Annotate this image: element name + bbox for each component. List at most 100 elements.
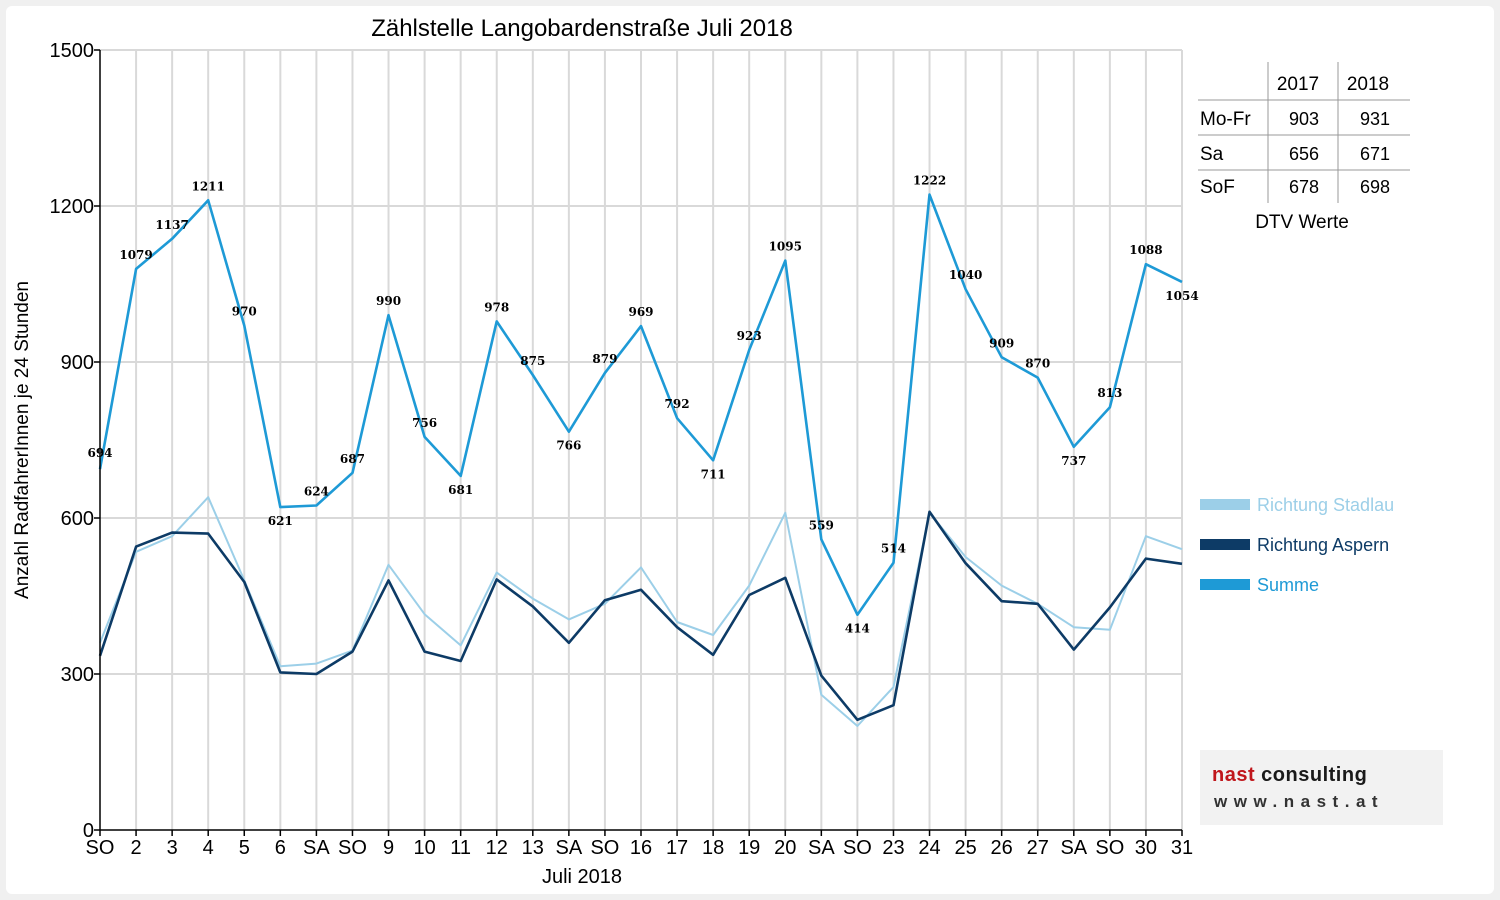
data-labels: 6941079113712119706216246879907566819788…	[87, 174, 1198, 636]
data-label: 1079	[119, 248, 152, 262]
data-label: 559	[809, 518, 834, 532]
x-tick-label: 23	[882, 837, 904, 859]
series-line-richtung-aspern	[98, 510, 1183, 722]
y-tick-label: 600	[61, 508, 94, 530]
series-line-summe	[98, 193, 1183, 617]
table-row-label: SoF	[1200, 177, 1235, 198]
x-tick-label: 25	[954, 837, 976, 859]
data-label: 711	[701, 467, 726, 481]
series-line-richtung-stadlau	[99, 496, 1183, 727]
company-logo: nast consulting www.nast.at	[1200, 750, 1443, 825]
table-cell: 656	[1289, 144, 1319, 164]
legend-label: Richtung Aspern	[1257, 535, 1389, 555]
data-label: 514	[881, 542, 906, 556]
y-tick-label: 900	[61, 352, 94, 374]
table-row-label: Mo-Fr	[1200, 109, 1251, 130]
x-axis-ticks: SO 2 3 4 5 6 SA SO 9 10 11 12 13 SA SO 16 17 18 19 20 SA SO 23…	[86, 830, 1193, 859]
table-header-2018: 2018	[1347, 74, 1389, 95]
table-cell: 931	[1360, 109, 1390, 129]
table-cell: 698	[1360, 177, 1390, 197]
table-cell: 678	[1289, 177, 1319, 197]
table-cell: 903	[1289, 109, 1319, 129]
y-axis-ticks: 0 300 600 900 1200 1500	[50, 40, 100, 842]
data-label: 969	[628, 305, 653, 319]
data-label: 1054	[1165, 289, 1198, 303]
data-label: 1095	[769, 240, 802, 254]
x-tick-label: SA	[808, 837, 835, 859]
data-label: 737	[1061, 454, 1086, 468]
logo-name: nast consulting	[1212, 764, 1367, 787]
data-label: 1088	[1129, 243, 1162, 257]
legend-swatch	[1200, 579, 1250, 590]
x-tick-label: 3	[167, 837, 178, 859]
data-label: 978	[484, 300, 509, 314]
logo-name-part-b: consulting	[1255, 764, 1368, 786]
x-tick-label: 4	[203, 837, 214, 859]
x-tick-label: 16	[630, 837, 652, 859]
data-label: 687	[340, 452, 365, 466]
data-label: 681	[448, 483, 473, 497]
table-caption: DTV Werte	[1255, 212, 1349, 233]
data-label: 766	[556, 439, 581, 453]
legend-label: Richtung Stadlau	[1257, 495, 1394, 515]
x-tick-label: 2	[131, 837, 142, 859]
x-tick-label: 5	[239, 837, 250, 859]
data-label: 813	[1097, 386, 1122, 400]
x-tick-label: SA	[303, 837, 330, 859]
data-label: 990	[376, 294, 401, 308]
data-label: 1222	[913, 174, 946, 188]
x-tick-label: 11	[450, 837, 471, 859]
logo-name-part-a: nast	[1212, 764, 1256, 786]
y-tick-label: 1500	[50, 40, 95, 62]
data-label: 1040	[949, 268, 982, 282]
x-tick-label: 6	[275, 837, 286, 859]
x-tick-label: 24	[918, 837, 940, 859]
x-tick-label: 13	[522, 837, 544, 859]
data-label: 879	[592, 352, 617, 366]
x-tick-label: 31	[1171, 837, 1193, 859]
series-lines	[98, 193, 1183, 727]
data-label: 870	[1025, 357, 1050, 371]
legend: Richtung Stadlau Richtung Aspern Summe	[1200, 495, 1394, 595]
x-tick-label: 17	[666, 837, 688, 859]
dtv-table: 2017 2018 Mo-Fr 903 931 Sa 656 671 SoF 6…	[1198, 62, 1410, 233]
logo-url: www.nast.at	[1214, 792, 1385, 811]
x-tick-label: SA	[556, 837, 583, 859]
x-tick-label: 19	[738, 837, 760, 859]
data-label: 621	[268, 514, 293, 528]
data-label: 1211	[191, 179, 224, 193]
data-label: 909	[989, 336, 1014, 350]
y-axis-title: Anzahl RadfahrerInnen je 24 Stunden	[12, 281, 33, 599]
grid-lines	[100, 49, 1183, 830]
table-header-2017: 2017	[1277, 74, 1319, 95]
x-tick-label: SO	[1095, 837, 1124, 859]
x-tick-label: 30	[1135, 837, 1157, 859]
x-tick-label: 27	[1027, 837, 1049, 859]
x-tick-label: SO	[843, 837, 872, 859]
data-label: 1137	[155, 218, 188, 232]
x-axis-title: Juli 2018	[542, 866, 622, 888]
table-row-label: Sa	[1200, 144, 1224, 165]
data-label: 875	[520, 354, 545, 368]
table-cell: 671	[1360, 144, 1390, 164]
x-tick-label: 9	[383, 837, 394, 859]
x-tick-label: 26	[991, 837, 1013, 859]
data-label: 414	[845, 622, 870, 636]
legend-label: Summe	[1257, 575, 1319, 595]
legend-swatch	[1200, 539, 1250, 550]
x-tick-label: 12	[486, 837, 508, 859]
x-tick-label: SO	[338, 837, 367, 859]
x-tick-label: 20	[774, 837, 796, 859]
y-tick-label: 1200	[50, 196, 95, 218]
data-label: 624	[304, 485, 329, 499]
chart-title: Zählstelle Langobardenstraße Juli 2018	[371, 15, 793, 42]
x-tick-label: SO	[590, 837, 619, 859]
data-label: 756	[412, 416, 437, 430]
y-tick-label: 0	[83, 820, 94, 842]
y-tick-label: 300	[61, 664, 94, 686]
data-label: 792	[665, 397, 690, 411]
legend-swatch	[1200, 499, 1250, 510]
data-label: 970	[232, 305, 257, 319]
x-tick-label: SA	[1060, 837, 1087, 859]
